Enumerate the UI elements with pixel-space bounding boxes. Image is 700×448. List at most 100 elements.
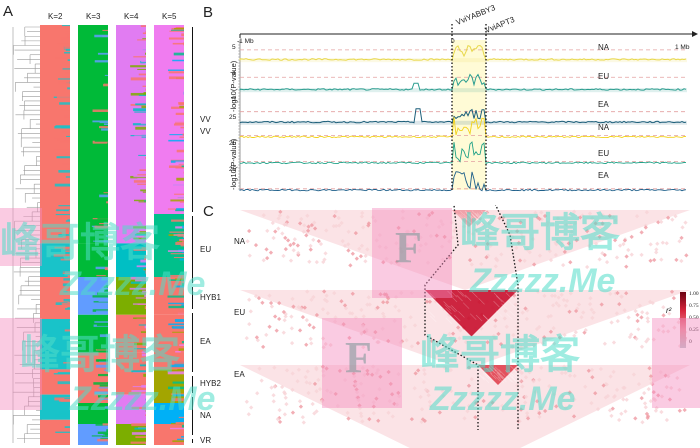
ld-row-label: NA	[234, 237, 246, 246]
ld-cell	[396, 225, 401, 230]
admixture-fragment	[57, 43, 70, 45]
admixture-fragment	[64, 398, 70, 400]
admixture-fragment	[54, 246, 70, 249]
admixture-fragment	[93, 89, 108, 92]
admixture-fragment	[141, 60, 146, 63]
ld-texture	[496, 295, 503, 302]
ld-cell	[273, 314, 278, 319]
ld-cell	[563, 370, 568, 376]
ld-cell	[311, 294, 316, 300]
admixture-fragment	[168, 302, 184, 305]
ld-cell	[305, 228, 311, 233]
admixture-fragment	[139, 169, 146, 171]
admixture-fragment	[137, 183, 146, 185]
admixture-fragment	[130, 441, 146, 444]
ld-cell	[246, 412, 251, 417]
admixture-fragment	[104, 267, 108, 271]
ld-cell	[439, 244, 445, 249]
ld-cell	[269, 385, 274, 390]
ld-texture	[464, 294, 472, 302]
ld-texture	[453, 215, 460, 222]
admixture-fragment	[141, 292, 146, 295]
ld-cell	[367, 417, 372, 422]
ld-texture	[488, 366, 495, 374]
admixture-fragment	[97, 394, 108, 398]
admixture-fragment	[95, 266, 108, 270]
ld-cell	[361, 345, 366, 350]
ld-cell	[547, 248, 553, 254]
ld-cell	[440, 222, 445, 227]
ld-cell	[312, 411, 317, 416]
ld-cell	[661, 305, 666, 310]
admixture-fragment	[95, 349, 108, 351]
admixture-fragment	[60, 258, 70, 261]
ld-cell	[473, 415, 478, 420]
admixture-fragment	[97, 292, 108, 296]
admixture-fragment	[170, 253, 184, 255]
admixture-fragment	[57, 214, 70, 218]
ld-cell	[396, 371, 401, 377]
ld-cell	[385, 300, 390, 305]
ld-cell	[559, 292, 564, 297]
ld-texture	[450, 290, 458, 298]
ld-cell	[328, 390, 333, 395]
ld-cell	[268, 250, 274, 255]
admixture-fragment	[142, 38, 146, 40]
ld-texture	[482, 314, 490, 321]
ld-cell	[629, 252, 634, 257]
ld-cell	[283, 314, 288, 319]
admixture-fragment	[175, 285, 184, 288]
y-tick-label: 5	[232, 96, 236, 103]
admixture-fragment	[105, 434, 108, 436]
admixture-fragment	[143, 92, 146, 94]
ld-cell	[533, 210, 538, 215]
ld-cell	[484, 255, 489, 260]
admixture-fragment	[54, 137, 70, 139]
admixture-fragment	[168, 71, 184, 74]
ld-cell	[398, 246, 403, 251]
ld-cell	[593, 391, 598, 396]
ld-texture	[501, 303, 508, 310]
ld-cell	[412, 323, 418, 328]
admixture-fragment	[172, 59, 184, 62]
admixture-fragment	[144, 131, 146, 135]
ld-cell	[589, 367, 595, 372]
admixture-fragment	[56, 156, 70, 159]
ld-cell	[284, 402, 289, 407]
ld-cell	[316, 238, 321, 244]
ld-cell	[289, 326, 294, 331]
ld-cell	[644, 411, 650, 417]
admixture-fragment	[60, 211, 70, 214]
admixture-fragment	[94, 225, 108, 229]
ld-cell	[423, 387, 429, 392]
admixture-fragment	[92, 120, 108, 123]
ld-cell	[261, 344, 266, 350]
admixture-fragment	[55, 414, 70, 417]
ld-cell	[441, 393, 446, 399]
ld-cell	[306, 390, 311, 396]
ld-cell	[666, 374, 671, 379]
admixture-fragment	[138, 201, 146, 203]
admixture-fragment	[68, 167, 70, 170]
admixture-fragment	[57, 371, 70, 375]
ld-texture	[493, 367, 501, 375]
legend-tick: 0	[689, 339, 692, 345]
ld-cell	[451, 400, 456, 406]
admixture-segment	[154, 369, 184, 403]
ld-cell	[276, 226, 281, 231]
ld-cell	[303, 374, 308, 380]
admixture-fragment	[98, 27, 108, 30]
admixture-fragment	[68, 287, 70, 289]
ld-cell	[332, 319, 338, 324]
ld-cell	[412, 386, 417, 391]
ld-texture	[483, 371, 490, 379]
admixture-fragment	[94, 139, 108, 142]
ld-cell	[434, 233, 439, 238]
ld-cell	[281, 330, 286, 335]
admixture-fragment	[99, 200, 108, 202]
ld-cell	[404, 242, 410, 248]
admixture-fragment	[180, 350, 184, 354]
ld-cell	[535, 289, 541, 294]
admixture-fragment	[63, 115, 70, 118]
ld-texture	[509, 374, 516, 381]
